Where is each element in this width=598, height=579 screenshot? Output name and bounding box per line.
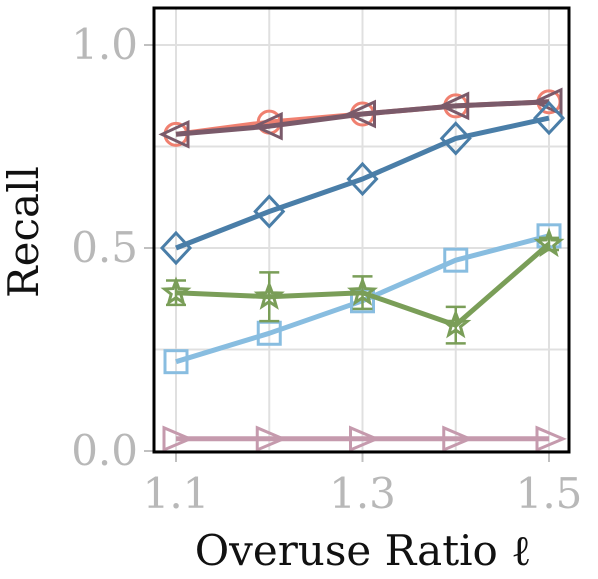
marker-diamond [159,230,193,266]
series-line [175,99,550,137]
marker-star [253,280,285,310]
axis-ticks: 1.1 1.3 1.5 0.0 0.5 1.0 [71,20,582,518]
marker-star [160,276,192,306]
series-line [175,115,550,251]
series-5 [162,425,567,453]
series-1 [158,87,563,149]
series-2 [159,100,566,266]
marker-triangle-left [531,87,563,117]
marker-triangle-right [535,425,567,453]
marker-triangle-right [442,425,474,453]
marker-triangle-left [158,119,190,149]
marker-diamond [346,161,379,197]
y-tick-label: 0.0 [71,426,138,475]
marker-square [163,349,189,375]
marker-triangle-left [438,91,470,121]
y-tick-label: 0.5 [71,223,138,272]
x-tick-label: 1.1 [143,469,210,518]
marker-diamond [253,194,286,229]
marker-diamond [439,121,472,156]
y-axis-title: Recall [0,166,48,298]
x-tick-label: 1.5 [516,469,583,518]
marker-triangle-right [349,425,381,453]
marker-triangle-left [251,111,283,141]
marker-triangle-right [255,425,288,453]
marker-square [443,247,469,273]
y-tick-label: 1.0 [71,20,138,69]
marker-triangle-right [162,425,194,453]
marker-star [533,227,565,258]
marker-triangle-left [344,99,376,129]
marker-star [347,276,378,306]
x-tick-label: 1.3 [329,469,396,518]
series-4 [160,227,565,345]
x-axis-title: Overuse Ratio ℓ [195,526,532,575]
marker-star [440,308,472,339]
plot-frame [152,6,571,454]
marker-diamond [532,100,566,136]
series-line [175,242,551,328]
series-layer [158,87,567,453]
